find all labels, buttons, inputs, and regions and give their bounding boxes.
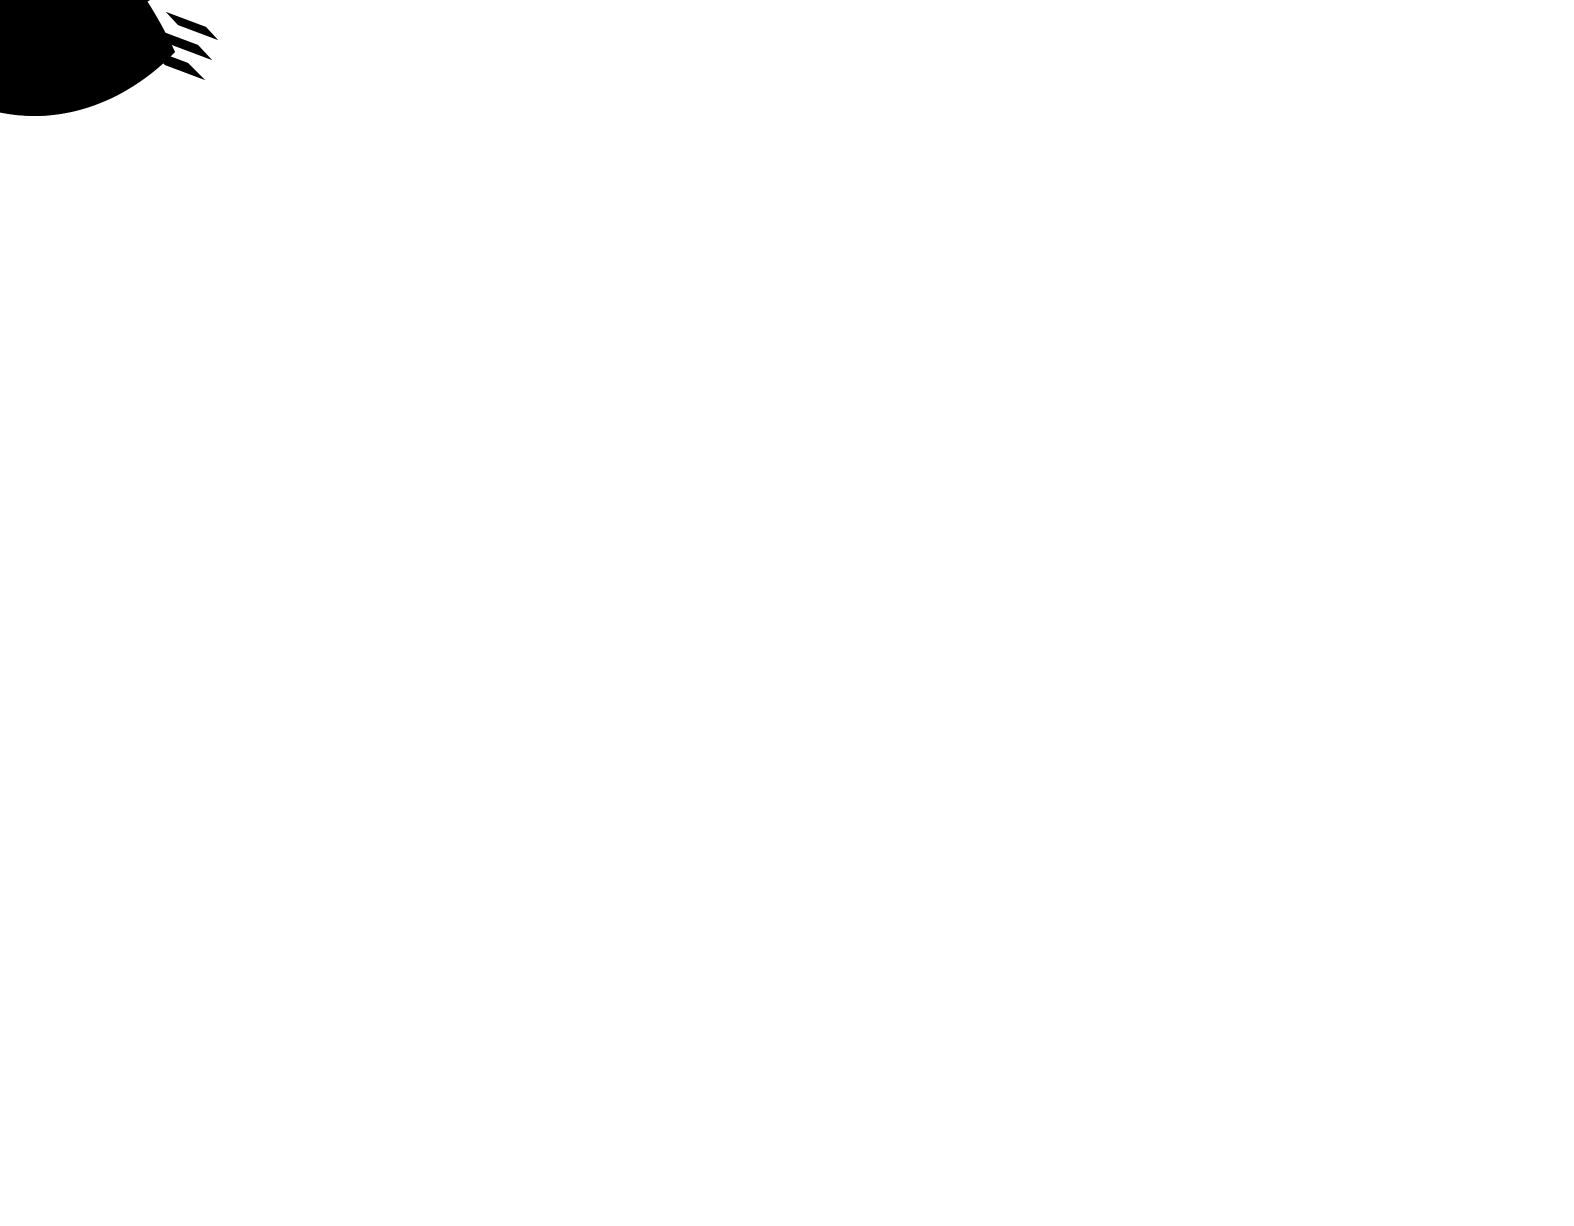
- diagram-canvas: [0, 0, 1574, 1226]
- fast-muscle-icon: [0, 0, 218, 116]
- slow-muscle-icon: [0, 0, 218, 116]
